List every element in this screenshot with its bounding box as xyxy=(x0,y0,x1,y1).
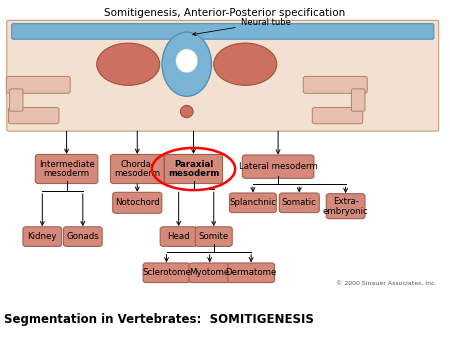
FancyBboxPatch shape xyxy=(303,76,367,93)
Text: © 2000 Sinauer Associates, Inc.: © 2000 Sinauer Associates, Inc. xyxy=(336,281,436,286)
Text: Somatic: Somatic xyxy=(282,198,317,207)
FancyBboxPatch shape xyxy=(7,20,439,131)
FancyBboxPatch shape xyxy=(63,227,102,246)
FancyBboxPatch shape xyxy=(9,107,59,124)
FancyBboxPatch shape xyxy=(9,89,23,111)
Ellipse shape xyxy=(162,32,212,96)
Ellipse shape xyxy=(176,49,198,73)
FancyBboxPatch shape xyxy=(242,155,314,178)
FancyBboxPatch shape xyxy=(230,193,276,213)
Ellipse shape xyxy=(180,105,193,118)
Ellipse shape xyxy=(97,43,160,85)
FancyBboxPatch shape xyxy=(228,263,274,283)
FancyBboxPatch shape xyxy=(12,24,434,39)
Text: Gonads: Gonads xyxy=(67,232,99,241)
Text: Paraxial
mesoderm: Paraxial mesoderm xyxy=(168,160,219,178)
FancyBboxPatch shape xyxy=(143,263,190,283)
Ellipse shape xyxy=(214,43,277,85)
FancyBboxPatch shape xyxy=(23,227,62,246)
Text: Sclerotome: Sclerotome xyxy=(142,268,191,277)
Text: Somite: Somite xyxy=(198,232,229,241)
FancyBboxPatch shape xyxy=(165,154,222,184)
FancyBboxPatch shape xyxy=(279,193,320,213)
Text: Intermediate
mesoderm: Intermediate mesoderm xyxy=(39,160,94,178)
Text: Chorda-
mesoderm: Chorda- mesoderm xyxy=(114,160,160,178)
Text: Lateral mesoderm: Lateral mesoderm xyxy=(239,162,318,171)
Text: Kidney: Kidney xyxy=(27,232,57,241)
Text: Somitigenesis, Anterior-Posterior specification: Somitigenesis, Anterior-Posterior specif… xyxy=(104,8,346,19)
Text: Segmentation in Vertebrates:  SOMITIGENESIS: Segmentation in Vertebrates: SOMITIGENES… xyxy=(4,313,315,326)
FancyBboxPatch shape xyxy=(160,227,197,246)
FancyBboxPatch shape xyxy=(111,154,164,184)
FancyBboxPatch shape xyxy=(351,89,365,111)
Text: Dermatome: Dermatome xyxy=(225,268,277,277)
FancyBboxPatch shape xyxy=(312,107,363,124)
FancyBboxPatch shape xyxy=(326,194,365,219)
Text: Notochord: Notochord xyxy=(115,198,160,207)
Text: Splanchnic: Splanchnic xyxy=(230,198,276,207)
Text: Head: Head xyxy=(167,232,190,241)
Text: Myotome: Myotome xyxy=(189,268,230,277)
Text: Extra-
embryonic: Extra- embryonic xyxy=(323,197,369,216)
Text: Neural tube: Neural tube xyxy=(193,18,291,35)
FancyBboxPatch shape xyxy=(6,76,70,93)
FancyBboxPatch shape xyxy=(189,263,230,283)
FancyBboxPatch shape xyxy=(195,227,232,246)
FancyBboxPatch shape xyxy=(35,154,98,184)
FancyBboxPatch shape xyxy=(112,192,162,213)
